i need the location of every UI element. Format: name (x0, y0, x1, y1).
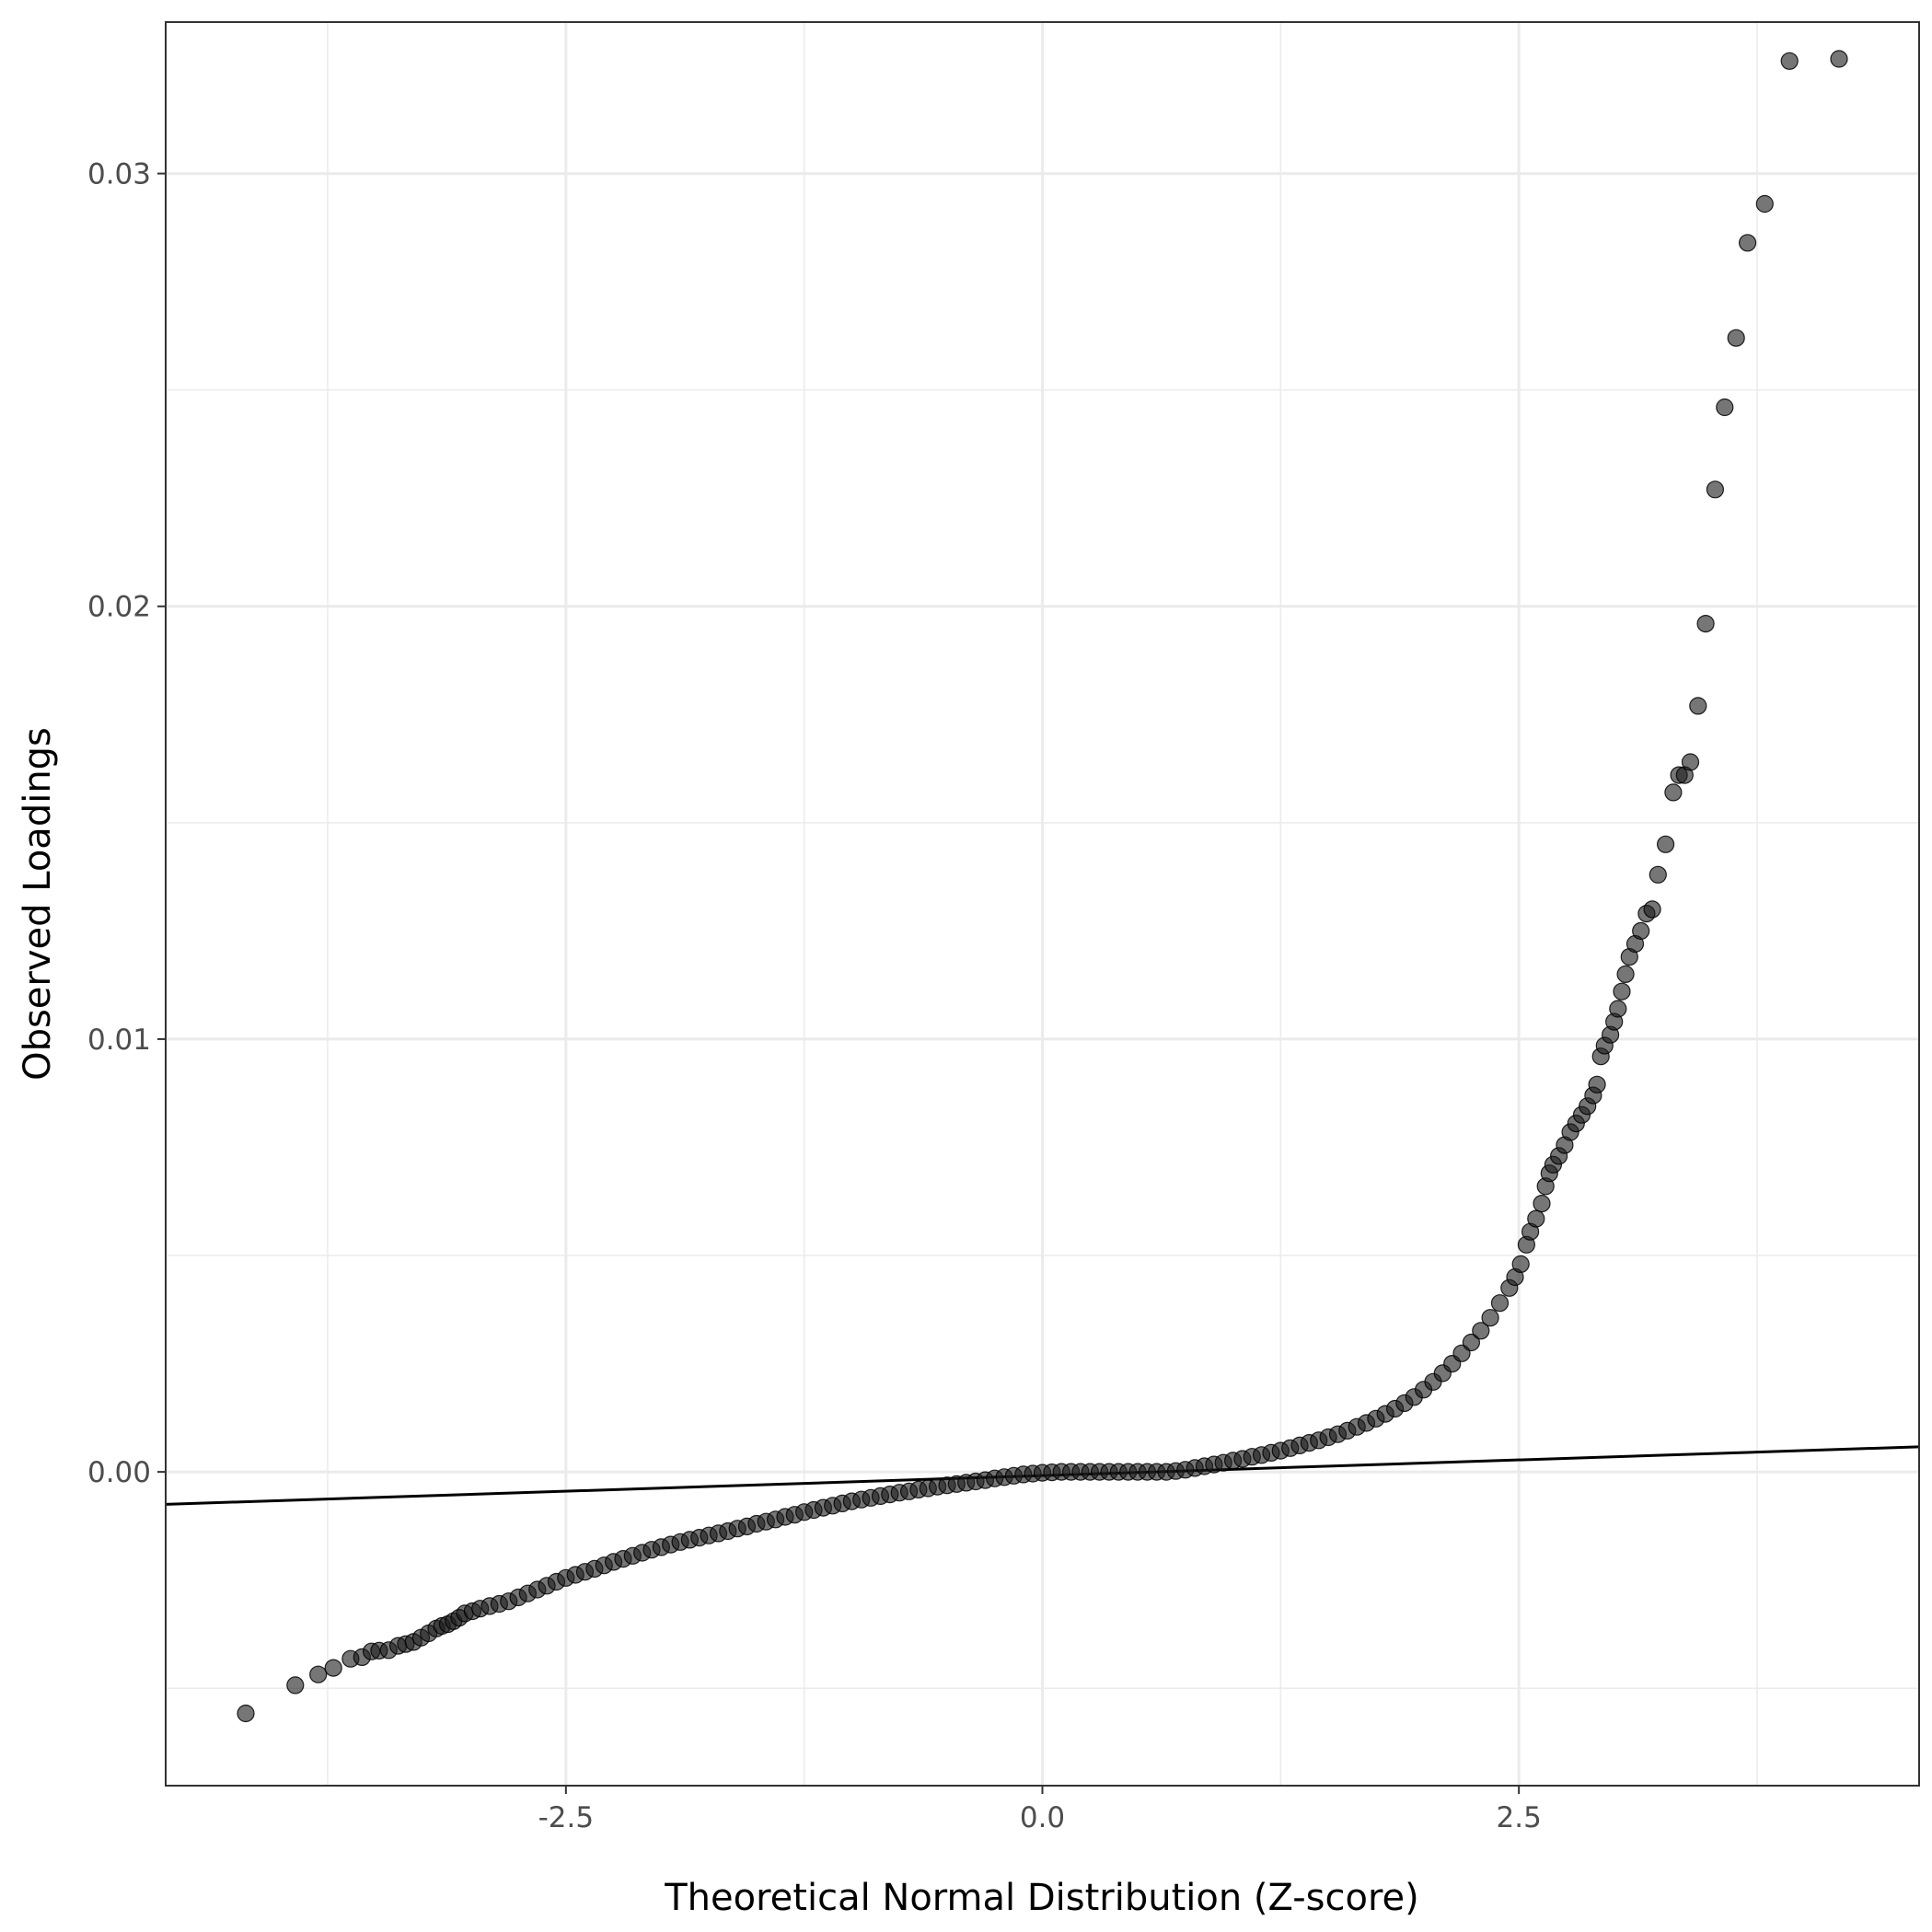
data-point (237, 1704, 255, 1723)
y-axis: 0.00 0.01 0.02 0.03 (87, 158, 166, 1489)
y-tick-label: 0.02 (87, 591, 151, 624)
data-point (1727, 329, 1745, 347)
data-point (1511, 1255, 1530, 1274)
data-point (1472, 1322, 1490, 1340)
data-point (1706, 480, 1725, 499)
y-axis-title: Observed Loadings (17, 727, 59, 1081)
data-point (324, 1659, 342, 1677)
data-point (309, 1665, 328, 1683)
data-points (237, 50, 1848, 1723)
data-point (1609, 1000, 1627, 1018)
data-point (1830, 50, 1848, 68)
x-axis-title: Theoretical Normal Distribution (Z-score… (664, 1877, 1419, 1919)
data-point (1689, 697, 1707, 715)
data-point (1681, 753, 1700, 771)
data-point (1490, 1294, 1510, 1313)
x-axis: -2.5 0.0 2.5 (538, 1786, 1542, 1834)
gridlines (166, 22, 1919, 1786)
x-tick-label: 2.5 (1497, 1801, 1542, 1834)
data-point (1696, 614, 1715, 633)
x-tick-label: 0.0 (1020, 1801, 1065, 1834)
y-tick-label: 0.00 (87, 1456, 151, 1489)
data-point (1613, 982, 1631, 1001)
data-point (1716, 398, 1734, 417)
data-point (1462, 1333, 1481, 1352)
data-point (1780, 52, 1799, 70)
data-point (1664, 783, 1683, 802)
data-point (286, 1676, 305, 1695)
data-point (1656, 835, 1675, 853)
y-tick-label: 0.01 (87, 1024, 151, 1057)
x-tick-label: -2.5 (538, 1801, 595, 1834)
data-point (1738, 234, 1757, 252)
data-point (1527, 1209, 1545, 1228)
data-point (1481, 1309, 1499, 1327)
data-point (1632, 921, 1650, 941)
data-point (1588, 1075, 1606, 1093)
data-point (1533, 1194, 1551, 1213)
y-tick-label: 0.03 (87, 158, 151, 191)
data-point (1643, 900, 1661, 919)
data-point (1649, 865, 1667, 884)
data-point (1616, 965, 1635, 984)
data-point (1755, 194, 1774, 214)
